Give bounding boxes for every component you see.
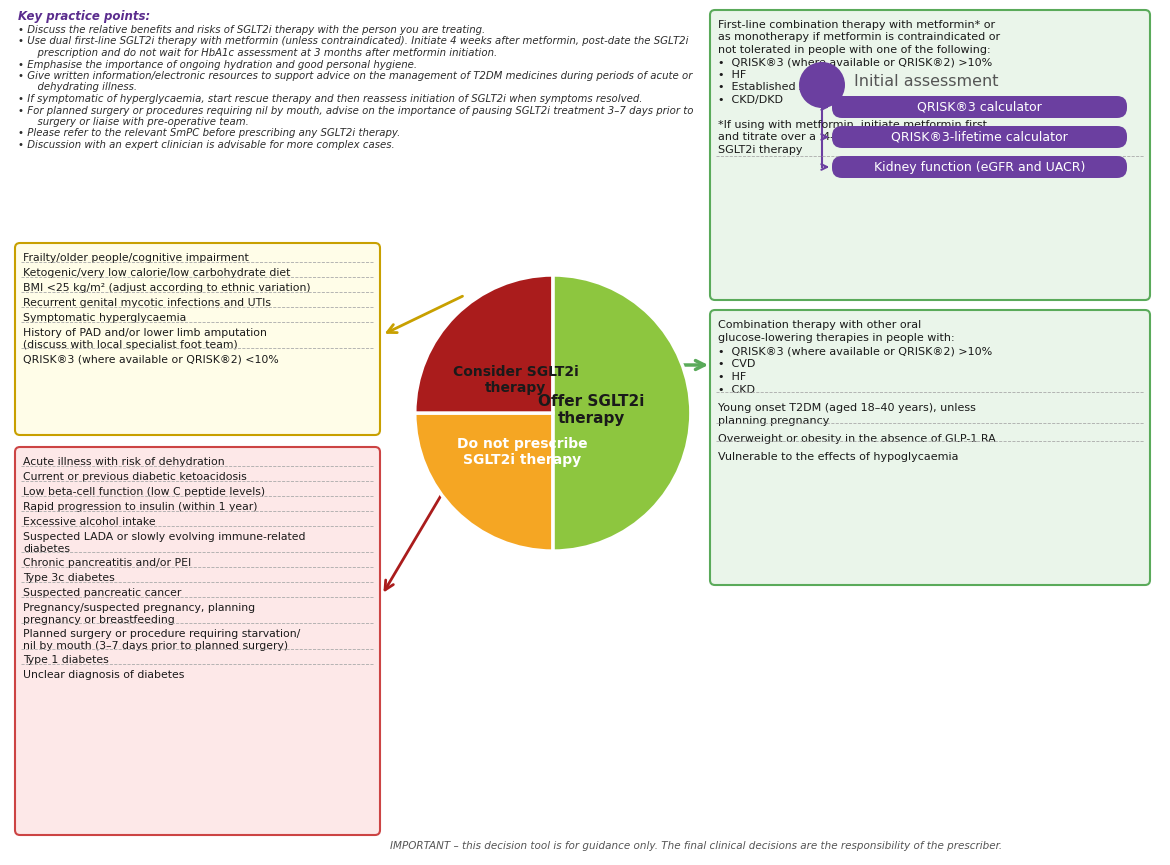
Text: • For planned surgery or procedures requiring nil by mouth, advise on the import: • For planned surgery or procedures requ…: [18, 106, 694, 116]
Text: surgery or liaise with pre-operative team.: surgery or liaise with pre-operative tea…: [18, 117, 249, 127]
Wedge shape: [415, 275, 553, 413]
Text: planning pregnancy: planning pregnancy: [718, 416, 830, 426]
Text: Suspected pancreatic cancer: Suspected pancreatic cancer: [23, 588, 181, 598]
Text: Overweight or obesity in the absence of GLP-1 RA: Overweight or obesity in the absence of …: [718, 434, 996, 444]
Text: Kidney function (eGFR and UACR): Kidney function (eGFR and UACR): [874, 161, 1086, 174]
Text: • Give written information/electronic resources to support advice on the managem: • Give written information/electronic re…: [18, 71, 693, 81]
Text: • If symptomatic of hyperglycaemia, start rescue therapy and then reassess initi: • If symptomatic of hyperglycaemia, star…: [18, 94, 642, 104]
Text: BMI <25 kg/m² (adjust according to ethnic variation): BMI <25 kg/m² (adjust according to ethni…: [23, 283, 310, 293]
Text: Ketogenic/very low calorie/low carbohydrate diet: Ketogenic/very low calorie/low carbohydr…: [23, 268, 290, 278]
Text: •  HF: • HF: [718, 372, 746, 382]
Text: •  Established ASCVD: • Established ASCVD: [718, 82, 838, 93]
Text: Pregnancy/suspected pregnancy, planning
pregnancy or breastfeeding: Pregnancy/suspected pregnancy, planning …: [23, 603, 255, 625]
Text: IMPORTANT – this decision tool is for guidance only. The final clinical decision: IMPORTANT – this decision tool is for gu…: [390, 841, 1003, 851]
Wedge shape: [415, 413, 553, 551]
Text: and titrate over a  4-week period and then start: and titrate over a 4-week period and the…: [718, 132, 985, 143]
Text: • Please refer to the relevant SmPC before prescribing any SGLT2i therapy.: • Please refer to the relevant SmPC befo…: [18, 129, 400, 138]
FancyBboxPatch shape: [15, 243, 380, 435]
FancyBboxPatch shape: [832, 96, 1127, 118]
Text: •  QRISK®3 (where available or QRISK®2) >10%: • QRISK®3 (where available or QRISK®2) >…: [718, 57, 992, 67]
Text: Type 1 diabetes: Type 1 diabetes: [23, 655, 109, 665]
Text: not tolerated in people with one of the following:: not tolerated in people with one of the …: [718, 45, 991, 55]
Text: First-line combination therapy with metformin* or: First-line combination therapy with metf…: [718, 20, 996, 30]
Text: Planned surgery or procedure requiring starvation/
nil by mouth (3–7 days prior : Planned surgery or procedure requiring s…: [23, 629, 301, 650]
Text: Key practice points:: Key practice points:: [18, 10, 150, 23]
Text: dehydrating illness.: dehydrating illness.: [18, 82, 137, 93]
Text: Unclear diagnosis of diabetes: Unclear diagnosis of diabetes: [23, 670, 185, 680]
Text: QRISK®3-lifetime calculator: QRISK®3-lifetime calculator: [892, 131, 1068, 144]
FancyBboxPatch shape: [832, 156, 1127, 178]
Text: Offer SGLT2i
therapy: Offer SGLT2i therapy: [538, 394, 645, 426]
Text: Consider SGLT2i
therapy: Consider SGLT2i therapy: [453, 365, 578, 395]
FancyBboxPatch shape: [832, 126, 1127, 148]
Text: prescription and do not wait for HbA1c assessment at 3 months after metformin in: prescription and do not wait for HbA1c a…: [18, 48, 497, 58]
Text: glucose-lowering therapies in people with:: glucose-lowering therapies in people wit…: [718, 333, 955, 343]
Text: Low beta-cell function (low C peptide levels): Low beta-cell function (low C peptide le…: [23, 487, 266, 497]
Text: •  CKD: • CKD: [718, 385, 755, 395]
Text: •  HF: • HF: [718, 70, 746, 80]
Text: QRISK®3 calculator: QRISK®3 calculator: [917, 100, 1041, 113]
Text: Rapid progression to insulin (within 1 year): Rapid progression to insulin (within 1 y…: [23, 502, 257, 512]
Text: •  CVD: • CVD: [718, 359, 756, 369]
Text: •  CKD/DKD: • CKD/DKD: [718, 95, 783, 105]
Text: • Use dual first-line SGLT2i therapy with metformin (unless contraindicated). In: • Use dual first-line SGLT2i therapy wit…: [18, 36, 688, 47]
Text: History of PAD and/or lower limb amputation
(discuss with local specialist foot : History of PAD and/or lower limb amputat…: [23, 328, 267, 349]
Text: SGLT2i therapy: SGLT2i therapy: [718, 145, 803, 155]
Text: Frailty/older people/cognitive impairment: Frailty/older people/cognitive impairmen…: [23, 253, 249, 263]
Text: *If using with metformin, initiate metformin first: *If using with metformin, initiate metfo…: [718, 120, 987, 130]
Text: • Discuss the relative benefits and risks of SGLT2i therapy with the person you : • Discuss the relative benefits and risk…: [18, 25, 486, 35]
Text: • Emphasise the importance of ongoing hydration and good personal hygiene.: • Emphasise the importance of ongoing hy…: [18, 60, 418, 69]
Text: Excessive alcohol intake: Excessive alcohol intake: [23, 517, 156, 527]
Text: Recurrent genital mycotic infections and UTIs: Recurrent genital mycotic infections and…: [23, 298, 271, 308]
Text: Young onset T2DM (aged 18–40 years), unless: Young onset T2DM (aged 18–40 years), unl…: [718, 403, 976, 413]
Wedge shape: [552, 275, 690, 551]
Text: Chronic pancreatitis and/or PEI: Chronic pancreatitis and/or PEI: [23, 558, 191, 568]
Text: Acute illness with risk of dehydration: Acute illness with risk of dehydration: [23, 457, 225, 467]
Text: QRISK®3 (where available or QRISK®2) <10%: QRISK®3 (where available or QRISK®2) <10…: [23, 354, 278, 364]
Text: as monotherapy if metformin is contraindicated or: as monotherapy if metformin is contraind…: [718, 33, 1000, 42]
Text: Combination therapy with other oral: Combination therapy with other oral: [718, 320, 921, 330]
Text: Symptomatic hyperglycaemia: Symptomatic hyperglycaemia: [23, 313, 186, 323]
Text: Do not prescribe
SGLT2i therapy: Do not prescribe SGLT2i therapy: [457, 437, 587, 467]
Text: •  QRISK®3 (where available or QRISK®2) >10%: • QRISK®3 (where available or QRISK®2) >…: [718, 346, 992, 356]
Circle shape: [799, 62, 845, 108]
Text: Suspected LADA or slowly evolving immune-related
diabetes: Suspected LADA or slowly evolving immune…: [23, 532, 305, 554]
FancyBboxPatch shape: [710, 10, 1150, 300]
Text: • Discussion with an expert clinician is advisable for more complex cases.: • Discussion with an expert clinician is…: [18, 140, 394, 150]
Text: Vulnerable to the effects of hypoglycaemia: Vulnerable to the effects of hypoglycaem…: [718, 452, 958, 462]
FancyBboxPatch shape: [710, 310, 1150, 585]
Text: Current or previous diabetic ketoacidosis: Current or previous diabetic ketoacidosi…: [23, 472, 247, 482]
Text: Initial assessment: Initial assessment: [854, 74, 998, 88]
Text: Type 3c diabetes: Type 3c diabetes: [23, 573, 115, 583]
FancyBboxPatch shape: [15, 447, 380, 835]
